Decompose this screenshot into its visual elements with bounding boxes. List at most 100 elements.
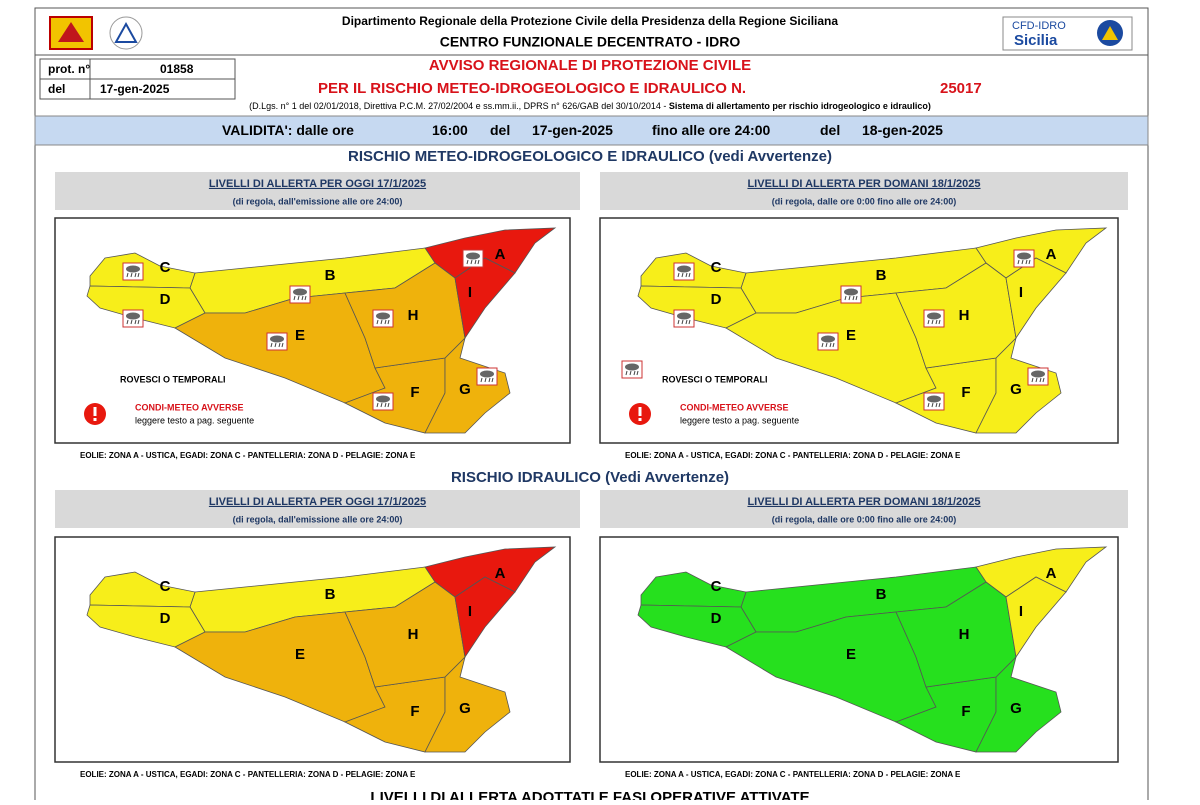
zone-label: B <box>325 267 336 284</box>
storm-icon-cloud <box>126 312 140 320</box>
alert-panel: LIVELLI DI ALLERTA PER OGGI 17/1/2025 (di… <box>54 490 580 779</box>
storm-icon <box>289 285 311 304</box>
panel-title: LIVELLI DI ALLERTA PER OGGI 17/1/2025 <box>209 178 426 190</box>
validity-to-date-label: del <box>820 122 840 138</box>
map: A B CD E F G H I <box>637 227 1108 434</box>
storm-icon-rain <box>376 319 390 325</box>
zone-label: E <box>846 646 856 663</box>
legal-line: (D.Lgs. n° 1 del 02/01/2018, Direttiva P… <box>249 101 931 111</box>
islands-note: EOLIE: ZONA A - USTICA, EGADI: ZONA C - … <box>80 770 416 779</box>
alert-panel: LIVELLI DI ALLERTA PER DOMANI 18/1/2025 (… <box>599 172 1128 460</box>
storm-icon-cloud <box>480 370 494 378</box>
zone-label: A <box>495 246 506 263</box>
storm-icon <box>1013 249 1035 268</box>
zone-label: I <box>468 284 472 301</box>
storm-icon-cloud <box>677 265 691 273</box>
storm-icon-rain <box>677 272 691 278</box>
legal-bold: Sistema di allertamento per rischio idro… <box>669 101 931 111</box>
validity-from-label: VALIDITA': dalle ore <box>222 122 354 138</box>
zone-label: B <box>876 586 887 603</box>
storm-icon-cloud <box>376 312 390 320</box>
zone <box>637 604 757 648</box>
storm-icon <box>840 285 862 304</box>
zone <box>424 655 511 753</box>
zone-label: C <box>160 259 171 276</box>
panel-title: LIVELLI DI ALLERTA PER DOMANI 18/1/2025 <box>747 496 980 508</box>
storm-icon <box>817 332 839 351</box>
zone-label: D <box>711 610 722 627</box>
panel-subtitle: (di regola, dalle ore 0:00 fino alle ore… <box>772 514 957 524</box>
centre: CENTRO FUNZIONALE DECENTRATO - IDRO <box>440 34 741 50</box>
protocol-box: prot. n° 01858 del 17-gen-2025 <box>39 58 236 100</box>
legend-warning-note: leggere testo a pag. seguente <box>680 415 799 425</box>
storm-icon <box>476 367 498 386</box>
alert-panel: LIVELLI DI ALLERTA PER OGGI 17/1/2025 (di… <box>54 172 580 460</box>
warning-icon-mark <box>93 407 97 416</box>
zone-label: E <box>295 646 305 663</box>
storm-icon-rain <box>844 295 858 301</box>
zone-label: A <box>1046 246 1057 263</box>
storm-icon-cloud <box>927 312 941 320</box>
zone-label: E <box>846 327 856 344</box>
storm-icon-rain <box>293 295 307 301</box>
notice-line1: AVVISO REGIONALE DI PROTEZIONE CIVILE <box>429 57 751 74</box>
storm-icon-rain <box>1017 259 1031 265</box>
legend-warning-label: CONDI-METEO AVVERSE <box>680 402 789 412</box>
storm-icon <box>122 262 144 281</box>
zone-label: I <box>1019 603 1023 620</box>
storm-icon <box>372 392 394 411</box>
zone-label: G <box>1010 381 1022 398</box>
warning-icon-dot <box>93 418 97 421</box>
section-title: RISCHIO IDRAULICO (Vedi Avvertenze) <box>451 469 729 486</box>
storm-icon <box>673 309 695 328</box>
legend-storm-label: ROVESCI O TEMPORALI <box>662 374 768 384</box>
zone-label: C <box>160 578 171 595</box>
storm-icon-cloud <box>677 312 691 320</box>
storm-icon-rain <box>466 259 480 265</box>
storm-icon-rain <box>1031 377 1045 383</box>
storm-icon <box>923 392 945 411</box>
zone <box>975 336 1062 434</box>
zone-label: C <box>711 259 722 276</box>
storm-icon <box>122 309 144 328</box>
zone-label: I <box>1019 284 1023 301</box>
zone-label: E <box>295 327 305 344</box>
zone <box>640 571 747 608</box>
storm-icon <box>923 309 945 328</box>
date-label: del <box>48 82 65 96</box>
panel-header <box>600 490 1128 528</box>
zone <box>86 604 206 648</box>
cfd-badge: CFD-IDRO Sicilia <box>1002 16 1133 51</box>
zone <box>637 285 757 329</box>
islands-note: EOLIE: ZONA A - USTICA, EGADI: ZONA C - … <box>80 451 416 460</box>
map: A B CD E F G H I <box>86 227 557 434</box>
alert-panel: LIVELLI DI ALLERTA PER DOMANI 18/1/2025 (… <box>599 490 1128 779</box>
storm-icon-rain <box>625 370 639 376</box>
storm-icon-cloud <box>1031 370 1045 378</box>
islands-note: EOLIE: ZONA A - USTICA, EGADI: ZONA C - … <box>625 451 961 460</box>
zone-label: F <box>410 384 419 401</box>
notice-number: 25017 <box>940 80 982 97</box>
zone-label: F <box>961 384 970 401</box>
validity-bar <box>34 115 1149 146</box>
storm-icon-cloud <box>821 335 835 343</box>
zone-label: A <box>1046 565 1057 582</box>
zone <box>1005 576 1067 659</box>
protocol-number: 01858 <box>160 62 194 76</box>
zone-label: A <box>495 565 506 582</box>
storm-icon-rain <box>126 319 140 325</box>
zone-label: G <box>459 381 471 398</box>
notice-line2: PER IL RISCHIO METEO-IDROGEOLOGICO E IDR… <box>318 80 746 97</box>
section-title: RISCHIO METEO-IDROGEOLOGICO E IDRAULICO … <box>348 148 832 165</box>
panel-title: LIVELLI DI ALLERTA PER OGGI 17/1/2025 <box>209 496 426 508</box>
zone-label: H <box>959 626 970 643</box>
storm-icon-cloud <box>466 252 480 260</box>
storm-icon-cloud <box>293 288 307 296</box>
zone-label: B <box>876 267 887 284</box>
badge-top: CFD-IDRO <box>1012 20 1066 32</box>
footer-heading: LIVELLI DI ALLERTA ADOTTATI E FASI OPERA… <box>370 789 809 800</box>
legend-storm-icon <box>621 360 643 379</box>
zone <box>454 576 516 659</box>
storm-icon <box>462 249 484 268</box>
